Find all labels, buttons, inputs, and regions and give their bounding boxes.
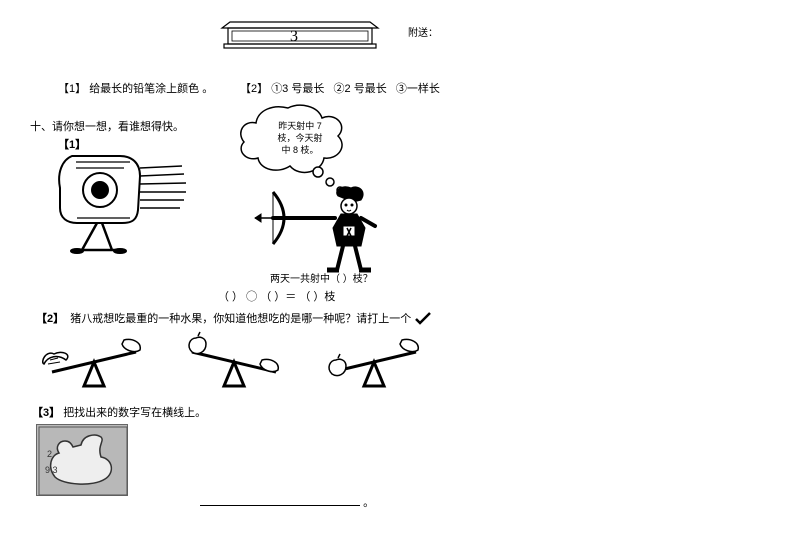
bubble-l1: 昨天射中 7 [266, 120, 334, 132]
balance-row [34, 328, 454, 393]
q2-row: 【2】 ①3 号最长 ②2 号最长 ③一样长 [240, 80, 440, 96]
digits-text: 把找出来的数字写在横线上。 [63, 407, 206, 419]
q1-row: 【1】 给最长的铅笔涂上颜色 。 [58, 80, 213, 96]
digits-label: 【3】 [32, 407, 60, 419]
attach-label: 附送： [408, 24, 438, 39]
ruler-number: 3 [290, 28, 298, 46]
eq-mid: （ ）＝ [260, 291, 296, 303]
checkmark-icon [414, 312, 432, 326]
ruler-graphic: 3 [220, 14, 380, 59]
bubble-l3: 中 8 枝。 [266, 144, 334, 156]
page-root: 3 附送： 【1】 给最长的铅笔涂上颜色 。 【2】 ①3 号最长 ②2 号最长… [0, 0, 800, 554]
fruit-label: 【2】 [36, 313, 64, 325]
fruit-row: 【2】 猪八戒想吃最重的一种水果，你知道他想吃的是哪一种呢？请打上一个 [36, 310, 432, 326]
fruit-text: 猪八戒想吃最重的一种水果，你知道他想吃的是哪一种呢？请打上一个 [70, 313, 411, 325]
eq-op: ◯ [246, 291, 257, 303]
bubble-l2: 枝，今天射 [266, 132, 334, 144]
answer-suffix: 。 [363, 497, 374, 509]
archer-graphic: 昨天射中 7 枝，今天射 中 8 枝。 [218, 98, 438, 281]
svg-text:9 3: 9 3 [45, 465, 58, 475]
q2-label: 【2】 [240, 83, 268, 95]
q1-text: 给最长的铅笔涂上颜色 。 [89, 83, 213, 95]
tv-graphic [52, 148, 192, 261]
duck-picture: 2 9 3 [36, 424, 128, 496]
q2-c2: ②2 号最长 [334, 83, 387, 95]
eq-right: （ ）枝 [299, 291, 335, 303]
ruler-svg [220, 14, 380, 56]
archer-question: 两天一共射中（ ）枝？ [270, 270, 373, 285]
svg-text:2: 2 [47, 449, 52, 459]
digits-row: 【3】 把找出来的数字写在横线上。 [32, 404, 206, 420]
speech-bubble-text: 昨天射中 7 枝，今天射 中 8 枝。 [266, 120, 334, 156]
answer-blank-line[interactable] [200, 494, 360, 506]
answer-line-row: 。 [200, 494, 374, 510]
eq-left: （ ） [218, 291, 243, 303]
q2-c1: ①3 号最长 [271, 83, 324, 95]
archer-equation: （ ） ◯ （ ）＝ （ ）枝 [218, 288, 335, 304]
section10-heading: 十、请你想一想，看谁想得快。 [30, 118, 184, 134]
q2-c3: ③一样长 [396, 83, 440, 95]
q1-label: 【1】 [58, 83, 86, 95]
